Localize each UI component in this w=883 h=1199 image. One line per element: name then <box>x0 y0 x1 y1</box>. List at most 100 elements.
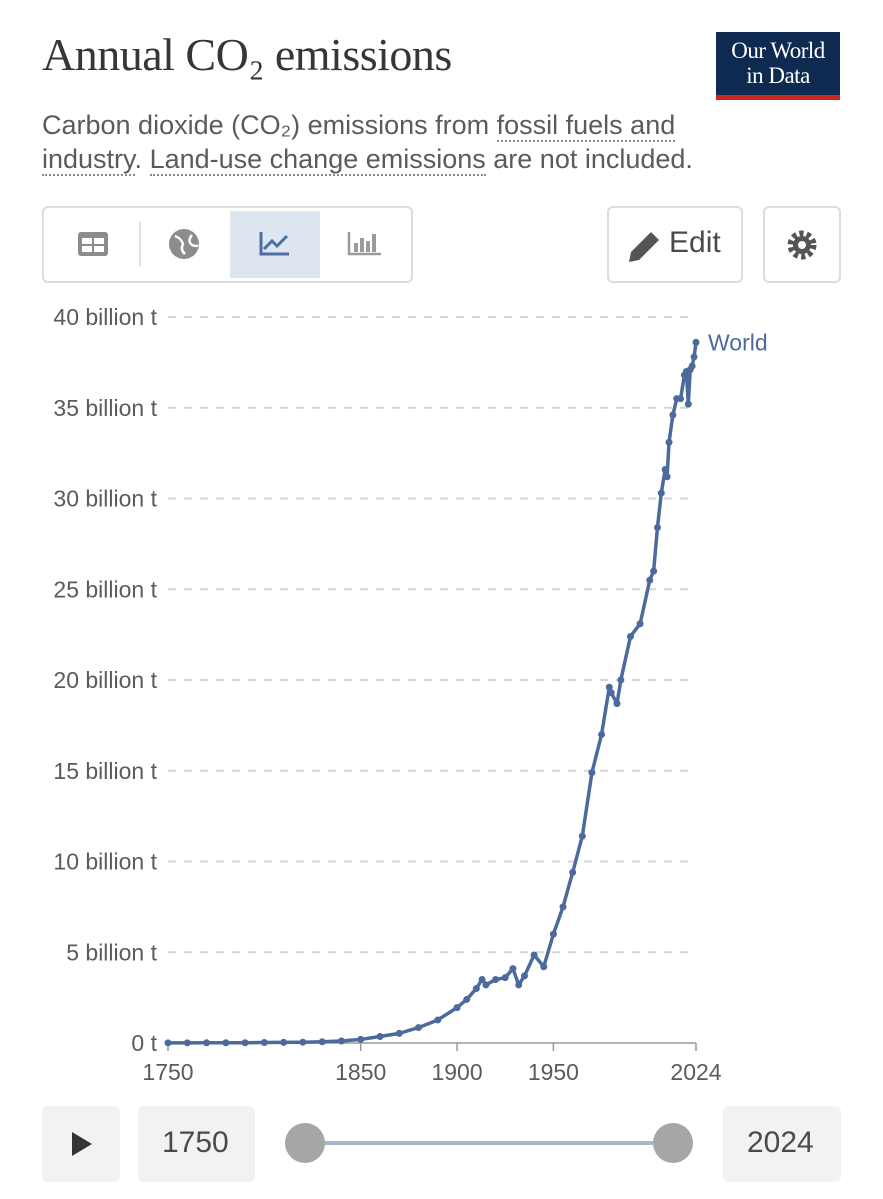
data-point <box>578 832 586 840</box>
data-point <box>520 972 528 980</box>
y-tick-label: 35 billion t <box>53 395 157 421</box>
x-tick-label: 1750 <box>142 1059 193 1085</box>
data-point <box>183 1039 191 1047</box>
data-point <box>688 362 696 370</box>
slider-handle[interactable] <box>285 1123 325 1163</box>
chart-tab[interactable] <box>230 211 320 278</box>
data-point <box>260 1038 268 1046</box>
subtitle-text: Carbon dioxide (CO₂) emissions from <box>42 110 497 140</box>
x-tick-label: 1950 <box>528 1059 579 1085</box>
data-point <box>605 683 613 691</box>
data-point <box>646 576 654 584</box>
data-point <box>318 1038 326 1046</box>
data-point <box>241 1039 249 1047</box>
data-point <box>540 963 548 971</box>
data-point <box>357 1035 365 1043</box>
data-point <box>463 995 471 1003</box>
data-point <box>669 411 677 419</box>
data-point <box>395 1029 403 1037</box>
data-point <box>509 965 517 973</box>
data-point <box>453 1004 461 1012</box>
data-point <box>492 975 500 983</box>
tab-icons <box>78 211 381 278</box>
data-point <box>515 981 523 989</box>
y-tick-label: 15 billion t <box>53 758 157 784</box>
data-point <box>636 620 644 628</box>
subtitle: Carbon dioxide (CO₂) emissions from foss… <box>42 108 762 176</box>
data-point <box>626 632 634 640</box>
series-label: World <box>708 329 768 355</box>
data-point <box>617 676 625 684</box>
start-year: 1750 <box>162 1126 229 1159</box>
data-point <box>650 567 658 575</box>
data-point <box>549 930 557 938</box>
map-tab[interactable] <box>169 229 199 259</box>
play-button[interactable] <box>42 1106 120 1182</box>
data-point <box>203 1039 211 1047</box>
subtitle-text: are not included. <box>485 144 693 174</box>
logo-line: in Data <box>746 63 810 88</box>
subtitle-link[interactable]: Land-use change emissions <box>149 144 486 176</box>
data-point <box>569 868 577 876</box>
y-tick-label: 20 billion t <box>53 667 157 693</box>
data-point <box>482 981 490 989</box>
start-year-box[interactable]: 1750 <box>138 1106 255 1182</box>
data-point <box>673 395 681 403</box>
data-point <box>588 769 596 777</box>
logo[interactable]: Our World in Data <box>716 32 840 100</box>
data-point <box>415 1024 423 1032</box>
subtitle-text: . <box>134 144 150 174</box>
subtitle-link[interactable]: fossil fuels and industry <box>42 110 676 176</box>
end-year: 2024 <box>747 1126 814 1159</box>
data-point <box>665 438 673 446</box>
data-point <box>686 366 694 374</box>
data-point <box>530 951 538 959</box>
tab-bar <box>42 206 413 283</box>
data-point <box>677 395 685 403</box>
bar-tab[interactable] <box>347 232 381 256</box>
timeline-slider <box>285 1123 693 1163</box>
data-point <box>222 1039 230 1047</box>
data-point <box>607 689 615 697</box>
data-point <box>692 338 700 346</box>
slider-handle[interactable] <box>653 1123 693 1163</box>
chart-title: Annual CO₂ emissions <box>42 29 452 80</box>
data-point <box>682 367 690 375</box>
data-point <box>434 1016 442 1024</box>
y-tick-label: 25 billion t <box>53 576 157 602</box>
settings-button[interactable] <box>763 206 841 283</box>
data-point <box>478 975 486 983</box>
data-point <box>657 489 665 497</box>
data-point <box>661 465 669 473</box>
table-tab[interactable] <box>78 232 108 256</box>
series-line <box>167 342 698 1045</box>
data-point <box>598 730 606 738</box>
data-point <box>280 1038 288 1046</box>
y-tick-label: 40 billion t <box>53 304 157 330</box>
data-point <box>501 974 509 982</box>
data-point <box>376 1032 384 1040</box>
edit-label: Edit <box>669 226 721 259</box>
play-icon <box>72 1132 92 1156</box>
x-tick-label: 2024 <box>670 1059 721 1085</box>
x-tick-label: 1850 <box>335 1059 386 1085</box>
y-tick-label: 5 billion t <box>66 939 157 965</box>
data-point <box>690 353 698 361</box>
data-point <box>559 903 567 911</box>
data-point <box>680 371 688 379</box>
settings-icon <box>787 230 817 260</box>
data-point <box>684 400 692 408</box>
data-point <box>653 524 661 532</box>
x-tick-label: 1900 <box>431 1059 482 1085</box>
data-point <box>613 700 621 708</box>
data-point <box>164 1039 172 1047</box>
end-year-box[interactable]: 2024 <box>723 1106 841 1182</box>
edit-icon <box>629 232 659 262</box>
data-point <box>337 1037 345 1045</box>
y-tick-label: 30 billion t <box>53 486 157 512</box>
edit-button[interactable]: Edit <box>607 206 743 283</box>
logo-line: Our World <box>731 38 825 63</box>
y-tick-label: 10 billion t <box>53 849 157 875</box>
data-point <box>663 473 671 481</box>
